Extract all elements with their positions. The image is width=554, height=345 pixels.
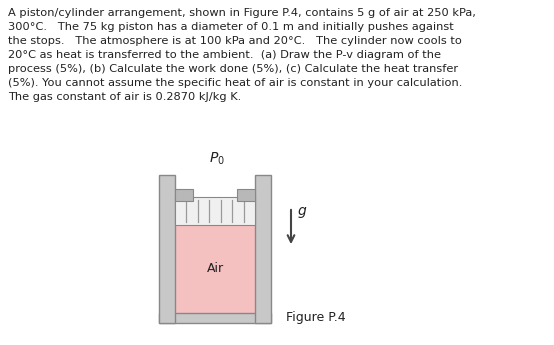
Bar (175, 225, 255, 313)
Bar (255, 175, 271, 323)
Bar (159, 175, 175, 323)
Bar (237, 189, 255, 201)
Bar (193, 175, 237, 197)
Text: $g$: $g$ (297, 205, 307, 220)
Text: $P_0$: $P_0$ (209, 151, 225, 167)
Text: A piston/cylinder arrangement, shown in Figure P.4, contains 5 g of air at 250 k: A piston/cylinder arrangement, shown in … (8, 8, 476, 102)
Bar (175, 197, 255, 225)
Bar (175, 189, 193, 201)
Bar (159, 313, 271, 323)
Text: Air: Air (207, 263, 224, 276)
Text: Figure P.4: Figure P.4 (286, 312, 346, 325)
